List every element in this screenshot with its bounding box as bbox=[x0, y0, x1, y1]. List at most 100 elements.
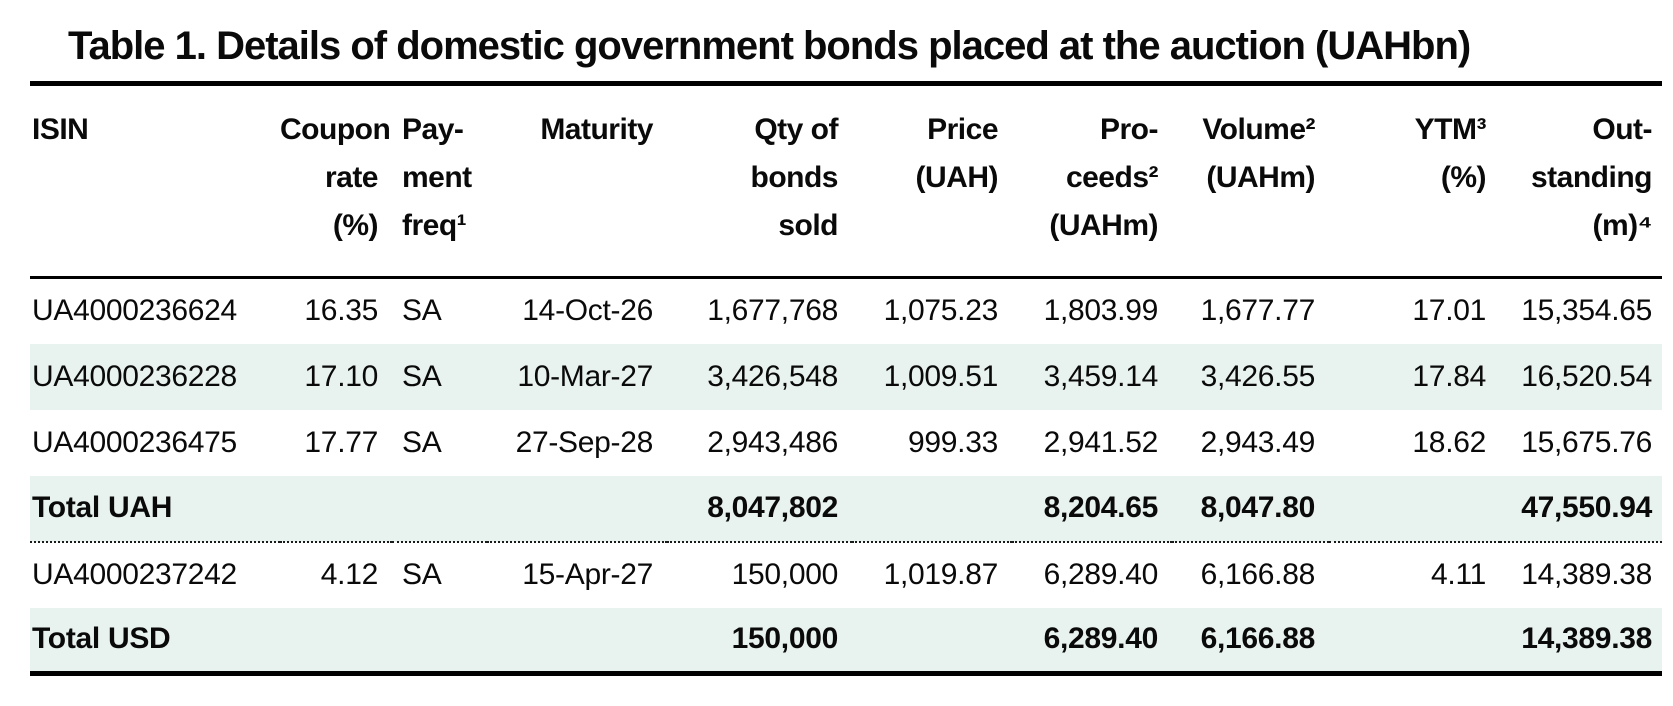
cell-maturity bbox=[487, 608, 667, 674]
table-row: UA4000237242 4.12 SA 15-Apr-27 150,000 1… bbox=[30, 542, 1662, 608]
cell-volume: 6,166.88 bbox=[1200, 558, 1316, 591]
cell-ytm bbox=[1329, 475, 1500, 543]
cell-maturity: 27-Sep-28 bbox=[515, 425, 654, 459]
col-header-outstanding: Out- standing (m)⁴ bbox=[1500, 102, 1662, 278]
header-line: ISIN bbox=[32, 113, 89, 146]
header-line: Pay- bbox=[402, 113, 464, 146]
title-rule bbox=[30, 81, 1662, 86]
header-line: (UAHm) bbox=[1206, 161, 1315, 194]
table-row: UA4000236228 17.10 SA 10-Mar-27 3,426,54… bbox=[30, 343, 1662, 410]
cell-price: 1,009.51 bbox=[883, 359, 999, 393]
cell-proceeds: 6,289.40 bbox=[1043, 558, 1159, 591]
cell-isin: Total USD bbox=[32, 622, 171, 656]
cell-freq bbox=[392, 475, 487, 543]
header-line: (UAHm) bbox=[1049, 209, 1158, 242]
cell-qty: 3,426,548 bbox=[707, 359, 838, 393]
header-line: (UAH) bbox=[915, 161, 999, 194]
col-header-coupon-rate: Coupon rate (%) bbox=[280, 102, 392, 278]
cell-outstanding: 14,389.38 bbox=[1521, 558, 1652, 591]
bonds-table: ISIN Coupon rate (%) Pay- ment freq¹ Mat… bbox=[30, 102, 1662, 676]
header-line: Price bbox=[927, 113, 998, 146]
cell-isin: UA4000237242 bbox=[32, 558, 237, 591]
cell-price bbox=[852, 608, 1012, 674]
header-line: Qty of bbox=[754, 113, 838, 146]
cell-proceeds: 6,289.40 bbox=[1043, 622, 1159, 656]
cell-price: 999.33 bbox=[908, 425, 998, 459]
table-row: UA4000236475 17.77 SA 27-Sep-28 2,943,48… bbox=[30, 410, 1662, 476]
cell-freq: SA bbox=[402, 425, 442, 459]
header-line: freq¹ bbox=[402, 209, 467, 242]
header-line: standing bbox=[1531, 161, 1653, 194]
header-line: (%) bbox=[1440, 161, 1487, 194]
cell-volume: 2,943.49 bbox=[1200, 425, 1316, 459]
cell-coupon bbox=[280, 475, 392, 543]
col-header-proceeds: Pro- ceeds² (UAHm) bbox=[1012, 102, 1172, 278]
cell-maturity bbox=[487, 475, 667, 543]
col-header-qty-sold: Qty of bonds sold bbox=[667, 102, 852, 278]
header-line: sold bbox=[778, 209, 838, 242]
cell-coupon: 17.10 bbox=[304, 359, 378, 393]
cell-coupon: 16.35 bbox=[304, 294, 378, 328]
header-line: ment bbox=[402, 161, 472, 194]
cell-volume: 8,047.80 bbox=[1172, 475, 1329, 543]
header-line: YTM³ bbox=[1414, 113, 1487, 146]
header-line: Pro- bbox=[1100, 113, 1159, 146]
cell-ytm: 17.01 bbox=[1412, 294, 1486, 328]
cell-freq bbox=[392, 608, 487, 674]
cell-coupon bbox=[280, 608, 392, 674]
cell-qty: 150,000 bbox=[731, 558, 839, 591]
table-header: ISIN Coupon rate (%) Pay- ment freq¹ Mat… bbox=[30, 102, 1662, 278]
cell-coupon: 4.12 bbox=[320, 558, 379, 591]
cell-price: 1,075.23 bbox=[883, 294, 999, 328]
cell-qty: 8,047,802 bbox=[667, 475, 852, 543]
col-header-maturity: Maturity bbox=[487, 102, 667, 278]
cell-ytm: 17.84 bbox=[1412, 359, 1486, 393]
header-line: Coupon bbox=[280, 113, 391, 146]
header-line: Volume² bbox=[1202, 113, 1315, 146]
cell-outstanding: 15,354.65 bbox=[1521, 294, 1652, 328]
table-row: UA4000236624 16.35 SA 14-Oct-26 1,677,76… bbox=[30, 278, 1662, 344]
cell-coupon: 17.77 bbox=[304, 425, 378, 459]
cell-freq: SA bbox=[402, 359, 442, 393]
col-header-isin: ISIN bbox=[30, 102, 280, 278]
cell-maturity: 10-Mar-27 bbox=[517, 359, 653, 393]
total-usd-row: Total USD 150,000 6,289.40 6,166.88 14,3… bbox=[30, 607, 1662, 674]
cell-maturity: 15-Apr-27 bbox=[522, 558, 653, 591]
header-row: ISIN Coupon rate (%) Pay- ment freq¹ Mat… bbox=[30, 102, 1662, 278]
cell-ytm bbox=[1329, 608, 1500, 674]
cell-freq: SA bbox=[402, 294, 442, 328]
cell-proceeds: 2,941.52 bbox=[1043, 425, 1159, 459]
header-line: rate (%) bbox=[324, 161, 379, 242]
cell-isin: Total UAH bbox=[30, 475, 280, 543]
cell-maturity: 14-Oct-26 bbox=[522, 294, 653, 328]
cell-isin: UA4000236475 bbox=[32, 425, 237, 459]
cell-isin: UA4000236228 bbox=[32, 359, 237, 393]
report-page: Table 1. Details of domestic government … bbox=[0, 24, 1673, 706]
col-header-ytm: YTM³ (%) bbox=[1329, 102, 1500, 278]
header-line: Out- bbox=[1592, 113, 1652, 146]
cell-outstanding: 14,389.38 bbox=[1521, 622, 1652, 656]
cell-qty: 150,000 bbox=[731, 622, 839, 656]
cell-proceeds: 3,459.14 bbox=[1043, 359, 1159, 393]
cell-isin: UA4000236624 bbox=[32, 294, 237, 328]
cell-volume: 6,166.88 bbox=[1200, 622, 1316, 656]
cell-outstanding: 16,520.54 bbox=[1521, 359, 1652, 393]
cell-qty: 2,943,486 bbox=[707, 425, 838, 459]
col-header-payment-freq: Pay- ment freq¹ bbox=[392, 102, 487, 278]
table-title: Table 1. Details of domestic government … bbox=[68, 24, 1471, 68]
cell-volume: 3,426.55 bbox=[1200, 359, 1316, 393]
header-line: Maturity bbox=[540, 113, 653, 146]
header-line: ceeds² bbox=[1065, 161, 1159, 194]
cell-outstanding: 47,550.94 bbox=[1500, 475, 1662, 543]
col-header-volume: Volume² (UAHm) bbox=[1172, 102, 1329, 278]
cell-proceeds: 1,803.99 bbox=[1043, 294, 1159, 328]
header-line: bonds bbox=[750, 161, 839, 194]
cell-price bbox=[852, 475, 1012, 543]
cell-proceeds: 8,204.65 bbox=[1012, 475, 1172, 543]
total-uah-row: Total UAH 8,047,802 8,204.65 8,047.80 47… bbox=[30, 475, 1662, 543]
cell-price: 1,019.87 bbox=[883, 558, 999, 591]
cell-ytm: 4.11 bbox=[1431, 558, 1486, 591]
cell-qty: 1,677,768 bbox=[707, 294, 838, 328]
header-line: (m)⁴ bbox=[1592, 209, 1653, 242]
cell-outstanding: 15,675.76 bbox=[1521, 425, 1652, 459]
